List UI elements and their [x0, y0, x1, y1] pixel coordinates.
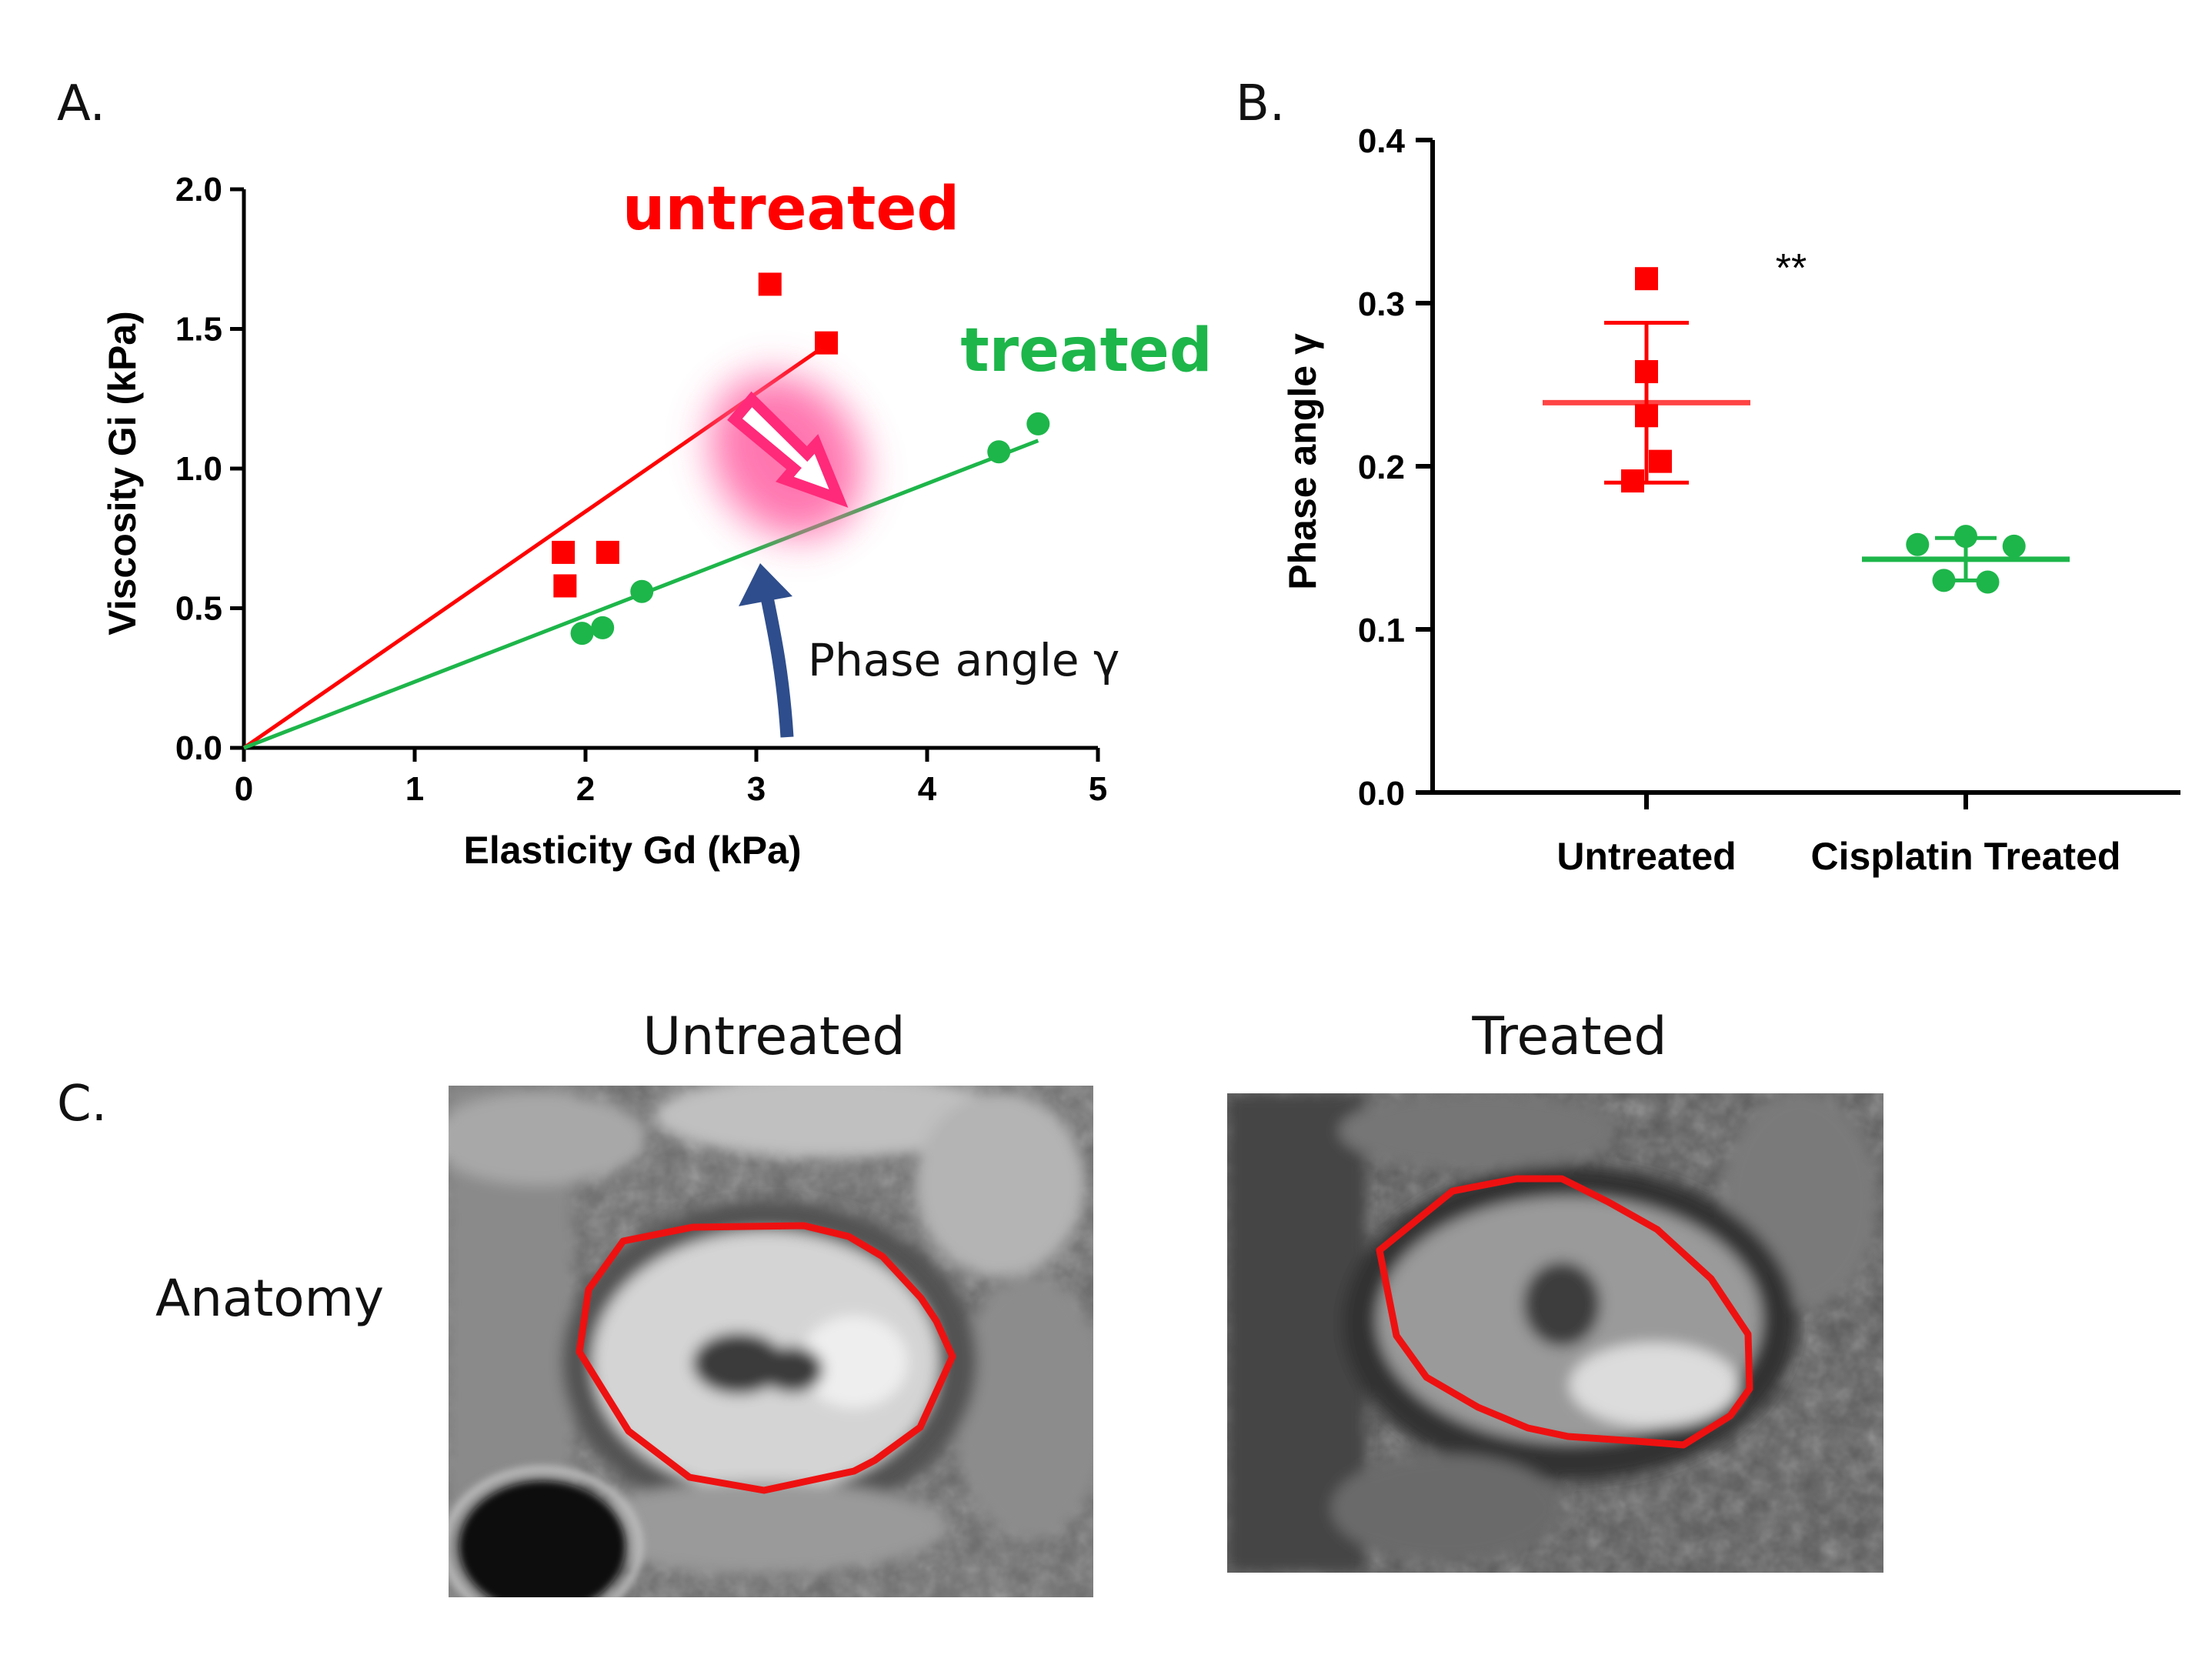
shift-arrow — [709, 375, 863, 538]
untreated-data-point — [758, 272, 782, 296]
chart-b-category-untreated: Untreated — [1556, 835, 1736, 878]
chart-b-points — [1621, 267, 2026, 594]
panel-a-letter: A. — [57, 75, 105, 132]
chart-b-mean-sd — [1543, 320, 2070, 582]
panel-b-letter: B. — [1236, 75, 1285, 132]
chart-a: 0 1 2 3 4 5 0.0 0.5 1.0 1.5 2.0 Elasticity Gd (kPa… — [101, 171, 1213, 872]
untreated-data-point — [596, 540, 619, 564]
chart-a-axes: 0 1 2 3 4 5 0.0 0.5 1.0 1.5 2.0 — [175, 171, 1107, 808]
untreated-mri-image — [449, 1086, 1093, 1597]
chart-b-axes: 0.0 0.1 0.2 0.3 0.4 — [1358, 122, 2180, 812]
chart-a-points — [552, 272, 1050, 646]
group-data-point — [1635, 404, 1658, 428]
group-data-point — [2002, 534, 2026, 558]
chart-b-y-axis-label: Phase angle γ — [1281, 333, 1324, 590]
group-data-point — [1621, 469, 1644, 493]
chart-a-y-tick-label: 1.0 — [175, 450, 222, 488]
untreated-data-point — [553, 574, 577, 598]
untreated-data-point — [815, 331, 839, 355]
treated-data-point — [1026, 412, 1050, 435]
untreated-image-title: Untreated — [642, 1006, 905, 1067]
treated-data-point — [630, 579, 654, 603]
chart-b-y-tick-label: 0.2 — [1358, 449, 1405, 486]
chart-a-x-tick-label: 3 — [747, 770, 766, 808]
treated-series-label: treated — [960, 316, 1212, 385]
untreated-roi-outline — [576, 1222, 956, 1494]
anatomy-row-label: Anatomy — [155, 1269, 384, 1328]
chart-a-y-tick-label: 0.5 — [175, 590, 222, 628]
chart-b-y-tick-label: 0.4 — [1358, 122, 1406, 160]
chart-a-x-axis-label: Elasticity Gd (kPa) — [463, 829, 801, 872]
chart-a-fit-lines — [242, 346, 1039, 750]
chart-b-y-tick-label: 0.1 — [1358, 612, 1405, 649]
chart-a-y-tick-label: 0.0 — [175, 729, 222, 767]
chart-a-y-tick-label: 2.0 — [175, 171, 222, 209]
treated-mri-image — [1227, 1093, 1883, 1573]
chart-a-x-tick-label: 0 — [235, 770, 253, 808]
chart-b-y-tick-label: 0.3 — [1358, 285, 1405, 323]
treated-data-point — [591, 616, 615, 639]
chart-a-y-axis-label: Viscosity Gi (kPa) — [101, 311, 144, 635]
group-data-point — [1954, 525, 1977, 549]
chart-b-y-tick-label: 0.0 — [1358, 775, 1405, 812]
chart-b: 0.0 0.1 0.2 0.3 0.4 Phase angle γ ** Untreat… — [1281, 122, 2180, 878]
chart-a-y-tick-label: 1.5 — [175, 311, 222, 349]
group-data-point — [1976, 570, 2000, 594]
treated-data-point — [570, 622, 594, 646]
treated-image-title: Treated — [1471, 1006, 1667, 1067]
phase-angle-annotation: Phase angle γ — [808, 634, 1119, 686]
group-data-point — [1635, 360, 1658, 384]
panel-c-letter: C. — [57, 1076, 107, 1133]
group-data-point — [1649, 449, 1672, 473]
chart-b-category-cisplatin: Cisplatin Treated — [1811, 835, 2121, 878]
chart-a-x-tick-label: 5 — [1089, 770, 1107, 808]
untreated-series-label: untreated — [622, 175, 959, 244]
significance-marker: ** — [1776, 246, 1807, 291]
chart-a-x-tick-label: 4 — [918, 770, 937, 808]
group-data-point — [1932, 569, 1956, 592]
phase-angle-arrow — [739, 563, 794, 738]
chart-a-x-tick-label: 2 — [576, 770, 595, 808]
group-data-point — [1635, 267, 1658, 291]
treated-roi-outline — [1376, 1175, 1753, 1449]
group-data-point — [1906, 532, 1930, 556]
chart-a-x-tick-label: 1 — [405, 770, 424, 808]
treated-data-point — [987, 440, 1011, 464]
untreated-data-point — [552, 540, 576, 564]
